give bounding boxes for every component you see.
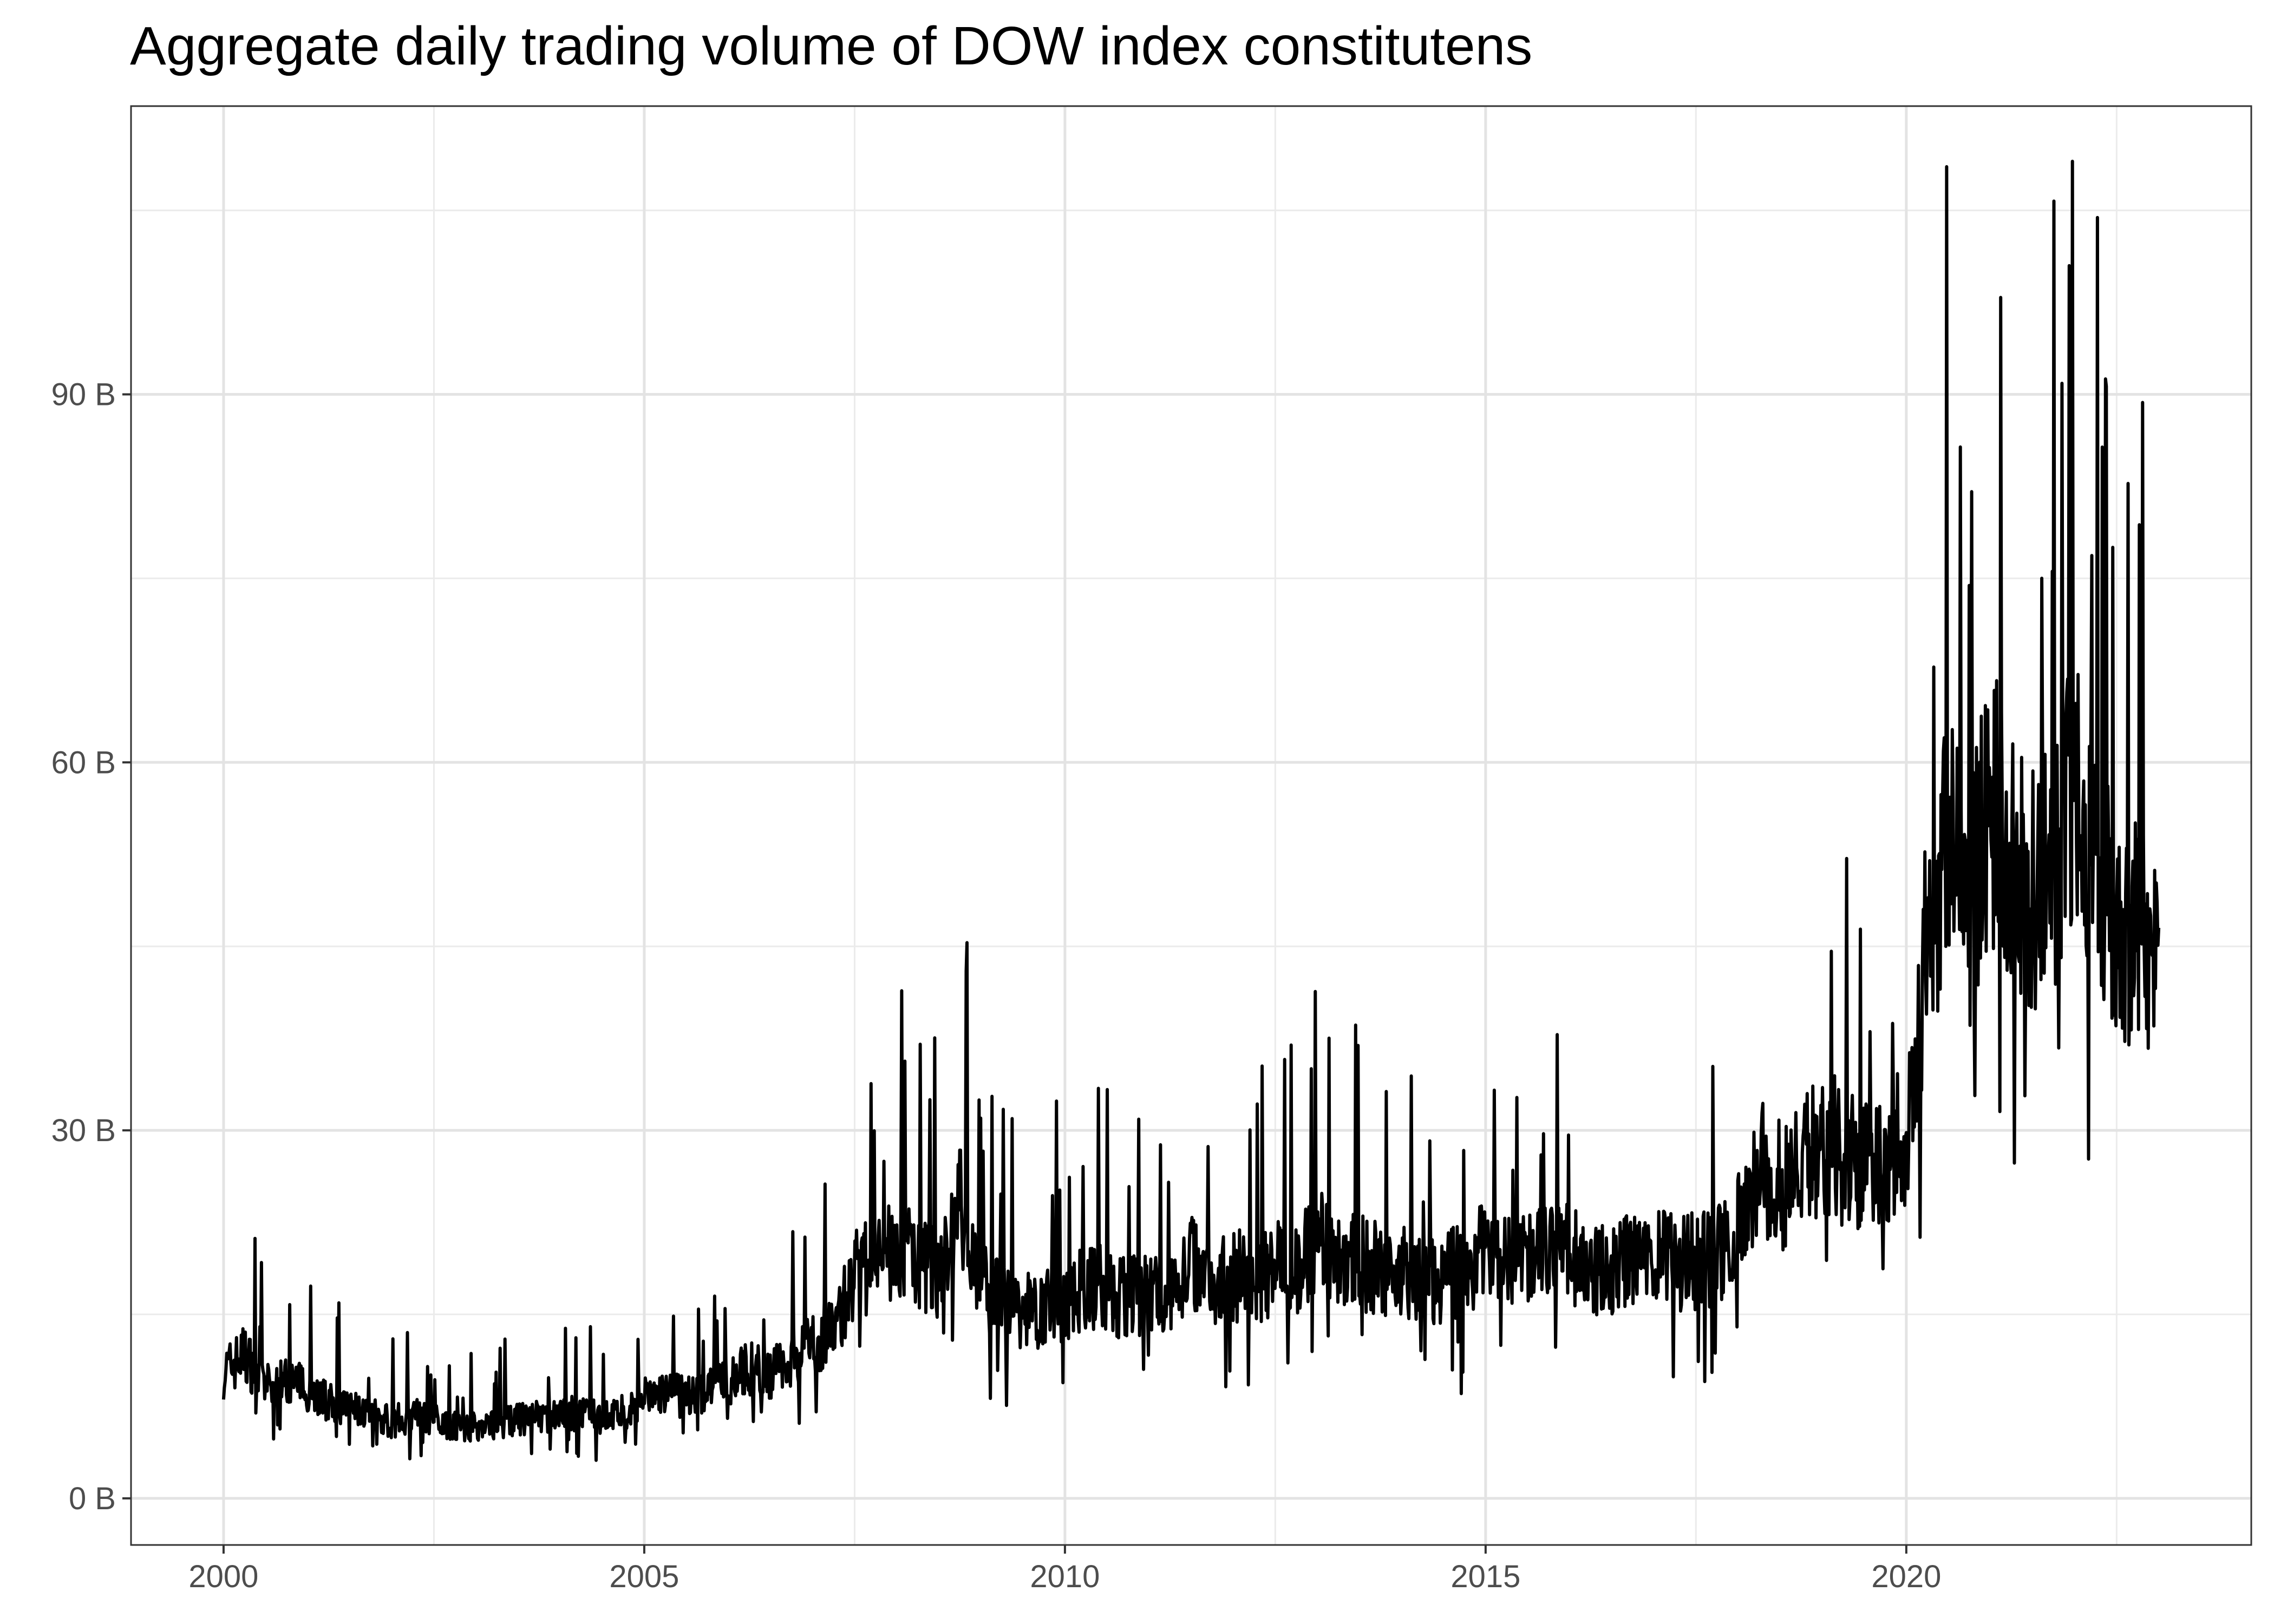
y-tick-label: 60 B (51, 745, 116, 780)
y-tick-label: 90 B (51, 377, 116, 412)
x-tick-label: 2005 (609, 1559, 679, 1594)
x-tick-label: 2010 (1030, 1559, 1100, 1594)
axis-layer: 2000 2005 2010 2015 2020 0 B 30 B 60 B 90 B (51, 377, 1942, 1594)
volume-series-line (221, 160, 2161, 1462)
y-tick-label: 0 B (69, 1481, 116, 1516)
plot-panel (131, 106, 2251, 1545)
x-tick-label: 2020 (1871, 1559, 1941, 1594)
plot-border (130, 105, 2252, 1546)
y-tick-label: 30 B (51, 1113, 116, 1148)
x-tick-label: 2015 (1450, 1559, 1520, 1594)
chart-title: Aggregate daily trading volume of DOW in… (130, 16, 1533, 76)
x-tick-label: 2000 (188, 1559, 258, 1594)
